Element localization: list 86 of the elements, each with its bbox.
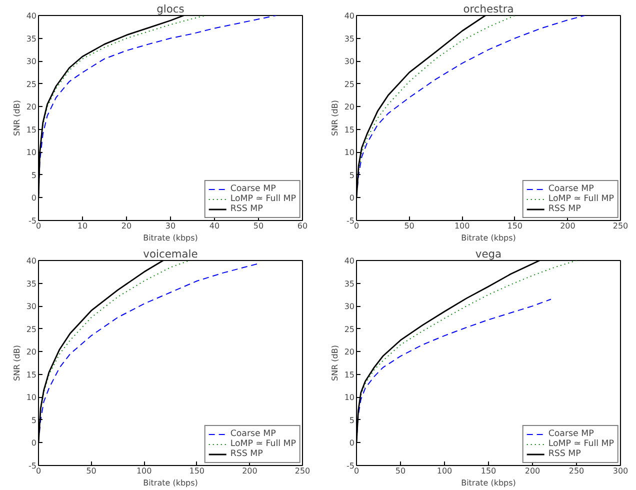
x-axis-title: Bitrate (kbps) [461, 478, 516, 488]
y-tick-label: -5 [28, 216, 37, 226]
y-tick-label: 40 [26, 256, 37, 266]
legend-label: RSS MP [230, 204, 263, 214]
y-tick-label: 5 [31, 416, 37, 425]
y-tick-label: 15 [344, 125, 355, 134]
x-tick-label: 60 [297, 222, 308, 230]
legend-label: LoMP ≃ Full MP [230, 194, 296, 204]
chart-title: glocs [156, 2, 185, 16]
legend-label: RSS MP [548, 204, 581, 214]
y-axis-title: SNR (dB) [12, 345, 22, 381]
y-axis-title: SNR (dB) [330, 100, 340, 136]
x-tick-label: 100 [136, 466, 152, 476]
x-tick-label: 200 [560, 222, 576, 230]
x-tick-label: 30 [165, 222, 176, 230]
x-tick-label: 200 [242, 466, 258, 476]
legend-label: Coarse MP [548, 429, 594, 439]
legend-label: Coarse MP [548, 184, 594, 194]
y-tick-label: 0 [349, 194, 355, 203]
legend-label: RSS MP [548, 449, 581, 459]
x-tick-label: 40 [209, 222, 220, 230]
y-tick-label: 25 [26, 80, 37, 89]
y-tick-label: 5 [349, 170, 355, 180]
y-tick-label: 20 [26, 102, 37, 112]
x-tick-label: 100 [454, 222, 470, 230]
y-tick-label: 10 [26, 393, 37, 402]
x-tick-label: 50 [253, 222, 264, 230]
y-tick-label: 35 [344, 34, 355, 44]
y-tick-label: 35 [26, 34, 37, 44]
y-tick-label: 10 [26, 148, 37, 158]
y-axis-title: SNR (dB) [330, 345, 340, 381]
legend-label: LoMP ≃ Full MP [548, 194, 614, 204]
x-tick-label: 300 [612, 466, 628, 476]
y-tick-label: 25 [344, 324, 355, 334]
y-tick-label: 15 [26, 125, 37, 134]
x-tick-label: 20 [121, 222, 132, 230]
y-tick-label: 20 [344, 348, 355, 357]
y-tick-label: 5 [31, 170, 37, 180]
y-tick-label: 40 [344, 12, 355, 20]
y-tick-label: 35 [344, 279, 355, 288]
y-tick-label: 30 [344, 302, 355, 312]
y-tick-label: 40 [26, 12, 37, 20]
chart-title: vega [475, 248, 502, 260]
legend-label: LoMP ≃ Full MP [548, 439, 614, 449]
x-tick-label: 10 [77, 222, 88, 230]
x-tick-label: 250 [568, 466, 584, 476]
legend-label: LoMP ≃ Full MP [230, 439, 296, 449]
y-tick-label: 30 [26, 57, 37, 66]
y-tick-label: 35 [26, 279, 37, 288]
y-tick-label: 20 [344, 102, 355, 112]
y-tick-label: 15 [26, 370, 37, 380]
y-tick-label: 40 [344, 256, 355, 266]
y-tick-label: 0 [31, 194, 37, 203]
x-tick-label: 250 [294, 466, 310, 476]
x-tick-label: 150 [507, 222, 523, 230]
chart-title: voicemale [143, 248, 198, 260]
x-tick-label: 100 [436, 466, 452, 476]
x-tick-label: 150 [480, 466, 496, 476]
x-tick-label: 250 [612, 222, 628, 230]
x-axis-title: Bitrate (kbps) [461, 234, 516, 242]
x-tick-label: 50 [395, 466, 406, 476]
y-tick-label: 0 [349, 438, 355, 448]
y-tick-label: 10 [344, 148, 355, 158]
y-tick-label: 25 [344, 80, 355, 89]
legend-label: Coarse MP [230, 429, 276, 439]
x-tick-label: 200 [524, 466, 540, 476]
y-tick-label: 20 [26, 348, 37, 357]
legend-label: RSS MP [230, 449, 263, 459]
y-tick-label: 15 [344, 370, 355, 380]
y-tick-label: -5 [28, 462, 37, 470]
legend-label: Coarse MP [230, 184, 276, 194]
y-tick-label: -5 [346, 462, 355, 470]
chart-title: orchestra [463, 2, 514, 16]
y-tick-label: 30 [344, 57, 355, 66]
x-axis-title: Bitrate (kbps) [143, 478, 198, 488]
y-tick-label: 5 [349, 416, 355, 425]
y-tick-label: 10 [344, 393, 355, 402]
y-tick-label: 30 [26, 302, 37, 312]
y-tick-label: 25 [26, 324, 37, 334]
y-tick-label: -5 [346, 216, 355, 226]
x-tick-label: 50 [404, 222, 414, 230]
x-tick-label: 150 [189, 466, 205, 476]
y-axis-title: SNR (dB) [12, 100, 22, 136]
y-tick-label: 0 [31, 438, 37, 448]
x-axis-title: Bitrate (kbps) [143, 234, 198, 242]
x-tick-label: 50 [86, 466, 96, 476]
